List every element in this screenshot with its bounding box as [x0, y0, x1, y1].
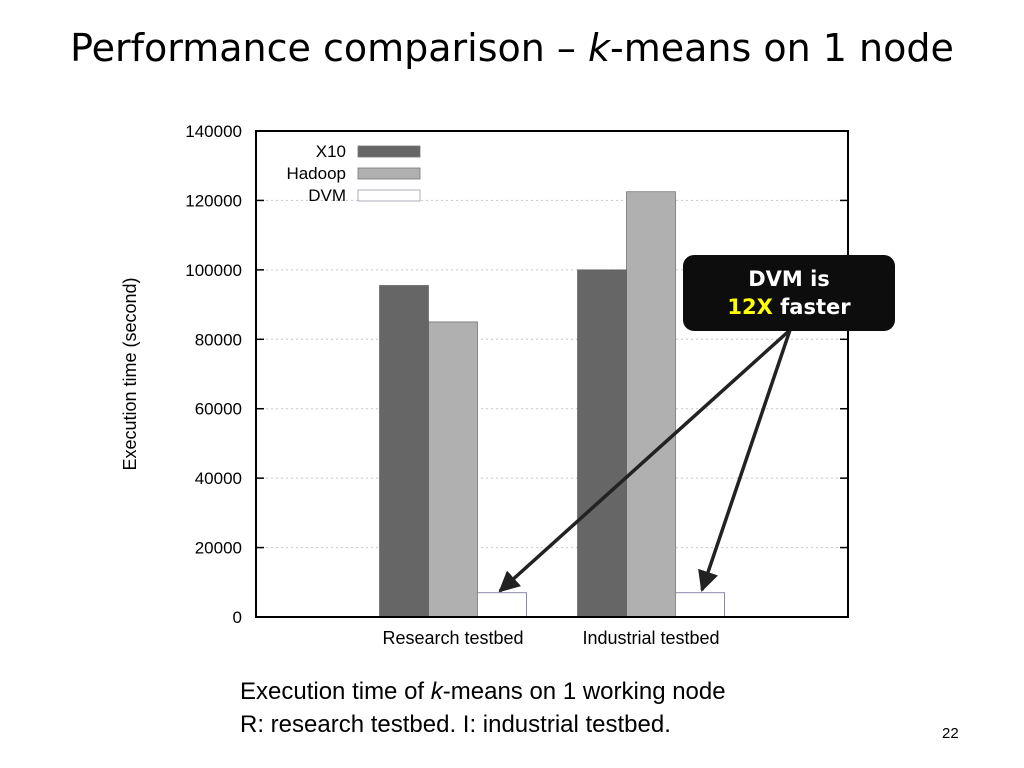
bar-x10-0 [379, 285, 429, 618]
gridlines [256, 199, 848, 549]
plot-frame [255, 130, 849, 618]
legend-swatch-x10 [357, 145, 421, 158]
caption1-before: Execution time of [240, 678, 431, 705]
legend-swatch-hadoop [357, 167, 421, 180]
legend-label: DVM [308, 186, 346, 205]
callout-box: DVM is 12X faster [683, 255, 895, 331]
y-tick-label: 80000 [195, 330, 242, 349]
y-axis-label: Execution time (second) [120, 277, 140, 470]
callout-line2: 12X faster [683, 293, 895, 321]
callout-line1: DVM is [748, 267, 830, 291]
callout-highlight: 12X [727, 295, 773, 319]
bar-hadoop-1 [626, 191, 676, 618]
x-axis-labels: Research testbed Industrial testbed [382, 628, 719, 648]
y-tick-label: 140000 [185, 122, 242, 141]
bar-dvm-0 [477, 592, 527, 618]
legend-label: Hadoop [286, 164, 346, 183]
callout-line2-rest: faster [772, 295, 851, 319]
legend: X10 Hadoop DVM [286, 142, 421, 205]
callout-arrow-research [498, 328, 792, 593]
title-text-after: -means on 1 node [610, 26, 954, 70]
bar-dvm-1 [675, 592, 725, 618]
page-number: 22 [942, 725, 959, 742]
legend-swatch-dvm [357, 189, 421, 202]
slide-title: Performance comparison – k-means on 1 no… [0, 26, 1024, 70]
bar-hadoop-0 [428, 321, 478, 618]
title-text-before: Performance comparison – [70, 26, 589, 70]
y-tick-label: 100000 [185, 261, 242, 280]
caption1-italic: k [430, 678, 443, 705]
title-text-italic: k [588, 26, 611, 70]
y-axis-ticks: 0 20000 40000 60000 80000 100000 120000 140000 [185, 122, 848, 627]
bars [379, 191, 725, 618]
caption-line-2: R: research testbed. I: industrial testb… [240, 711, 671, 738]
y-tick-label: 120000 [185, 191, 242, 210]
callout-arrow-industrial [698, 329, 792, 592]
caption1-after: -means on 1 working node [442, 678, 726, 705]
x-category-label: Industrial testbed [582, 628, 719, 648]
y-tick-label: 60000 [195, 400, 242, 419]
y-tick-label: 40000 [195, 469, 242, 488]
caption-line-1: Execution time of k-means on 1 working n… [240, 678, 726, 706]
y-tick-label: 20000 [195, 539, 242, 558]
x-category-label: Research testbed [382, 628, 523, 648]
bar-x10-1 [577, 269, 627, 618]
legend-label: X10 [316, 142, 346, 161]
y-tick-label: 0 [233, 608, 242, 627]
